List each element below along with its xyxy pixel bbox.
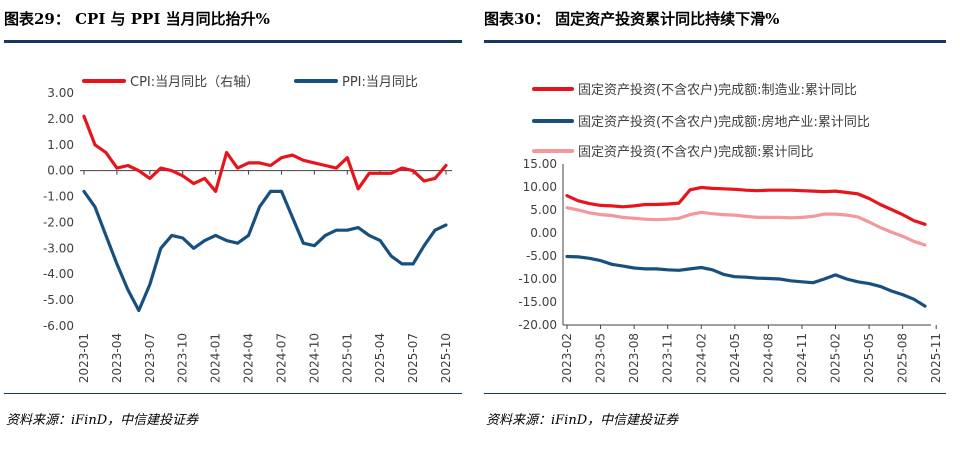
x-tick-label: 2024-05 [728, 333, 742, 383]
series-line [82, 189, 448, 313]
y-tick-label: -6.00 [43, 319, 74, 333]
legend-label: 固定资产投资(不含农户)完成额:制造业:累计同比 [578, 82, 857, 98]
x-tick-label: 2023-10 [176, 333, 190, 383]
bottom-divider [4, 393, 462, 394]
legend-label: 固定资产投资(不含农户)完成额:房地产业:累计同比 [578, 114, 870, 130]
x-tick-label: 2024-08 [761, 333, 775, 383]
y-tick-label: -4.00 [43, 267, 74, 281]
bottom-divider [484, 393, 946, 394]
x-tick-label: 2024-01 [209, 333, 223, 383]
chart-fixed-investment: 15.00 10.00 5.00 0.00 -5.00 -10.00 -15.00 -20.0… [518, 82, 943, 383]
y-tick-label: 0.00 [47, 164, 74, 178]
x-tick-label: 2025-07 [406, 333, 420, 383]
legend-label: PPI:当月同比 [342, 75, 418, 90]
x-tick-label: 2024-04 [242, 333, 256, 383]
series-line [565, 185, 927, 226]
y-tick-label: 0.00 [530, 226, 557, 240]
chart-panel-cpi-ppi: 图表29： CPI 与 PPI 当月同比抬升% 3.00 2.00 1.00 0.00… [0, 0, 470, 451]
legend-label: CPI:当月同比（右轴） [130, 75, 259, 90]
y-tick-label: -1.00 [43, 190, 74, 204]
x-tick-label: 2024-02 [694, 333, 708, 383]
x-tick-label: 2024-11 [795, 333, 809, 383]
y-tick-label: -15.00 [518, 295, 557, 309]
x-tick-label: 2023-07 [143, 333, 157, 383]
x-tick-label: 2025-10 [439, 333, 453, 383]
x-tick-label: 2025-04 [373, 333, 387, 383]
y-tick-label: 2.00 [47, 112, 74, 126]
x-tick-label: 2023-01 [77, 333, 91, 383]
y-tick-label: -5.00 [43, 293, 74, 307]
x-tick-label: 2024-07 [274, 333, 288, 383]
y-tick-label: -20.00 [518, 318, 557, 332]
y-tick-label: -10.00 [518, 272, 557, 286]
chart-title: 图表29： CPI 与 PPI 当月同比抬升% [4, 10, 270, 28]
x-tick-label: 2024-10 [307, 333, 321, 383]
series-line [565, 206, 927, 247]
series-line [565, 254, 927, 308]
y-tick-label: 1.00 [47, 138, 74, 152]
chart-cpi-ppi: 3.00 2.00 1.00 0.00 -1.00 -2.00 -3.00 -4.00 -5.0… [43, 75, 453, 383]
x-tick-label: 2023-05 [594, 333, 608, 383]
x-tick-label: 2023-11 [661, 333, 675, 383]
source-note: 资料来源：iFinD，中信建投证券 [6, 413, 199, 428]
chart-panel-fixed-investment: 图表30： 固定资产投资累计同比持续下滑% 15.00 10.00 5.00 0.00… [480, 0, 960, 451]
series-line [82, 114, 448, 193]
x-tick-label: 2023-04 [110, 333, 124, 383]
y-tick-label: -3.00 [43, 241, 74, 255]
x-tick-label: 2025-01 [340, 333, 354, 383]
x-tick-label: 2025-05 [862, 333, 876, 383]
y-tick-label: 15.00 [523, 157, 557, 171]
y-tick-label: -5.00 [526, 249, 557, 263]
y-tick-label: 10.00 [523, 180, 557, 194]
x-tick-label: 2025-11 [929, 333, 943, 383]
legend-label: 固定资产投资(不含农户)完成额:累计同比 [578, 144, 814, 160]
source-note: 资料来源：iFinD，中信建投证券 [486, 413, 679, 428]
x-tick-label: 2023-02 [560, 333, 574, 383]
y-tick-label: 3.00 [47, 86, 74, 100]
title-divider [4, 40, 462, 43]
x-tick-label: 2025-08 [896, 333, 910, 383]
x-tick-label: 2025-02 [829, 333, 843, 383]
y-tick-label: -2.00 [43, 215, 74, 229]
y-tick-label: 5.00 [530, 203, 557, 217]
title-divider [484, 40, 946, 43]
x-tick-label: 2023-08 [627, 333, 641, 383]
chart-title: 图表30： 固定资产投资累计同比持续下滑% [484, 10, 780, 28]
